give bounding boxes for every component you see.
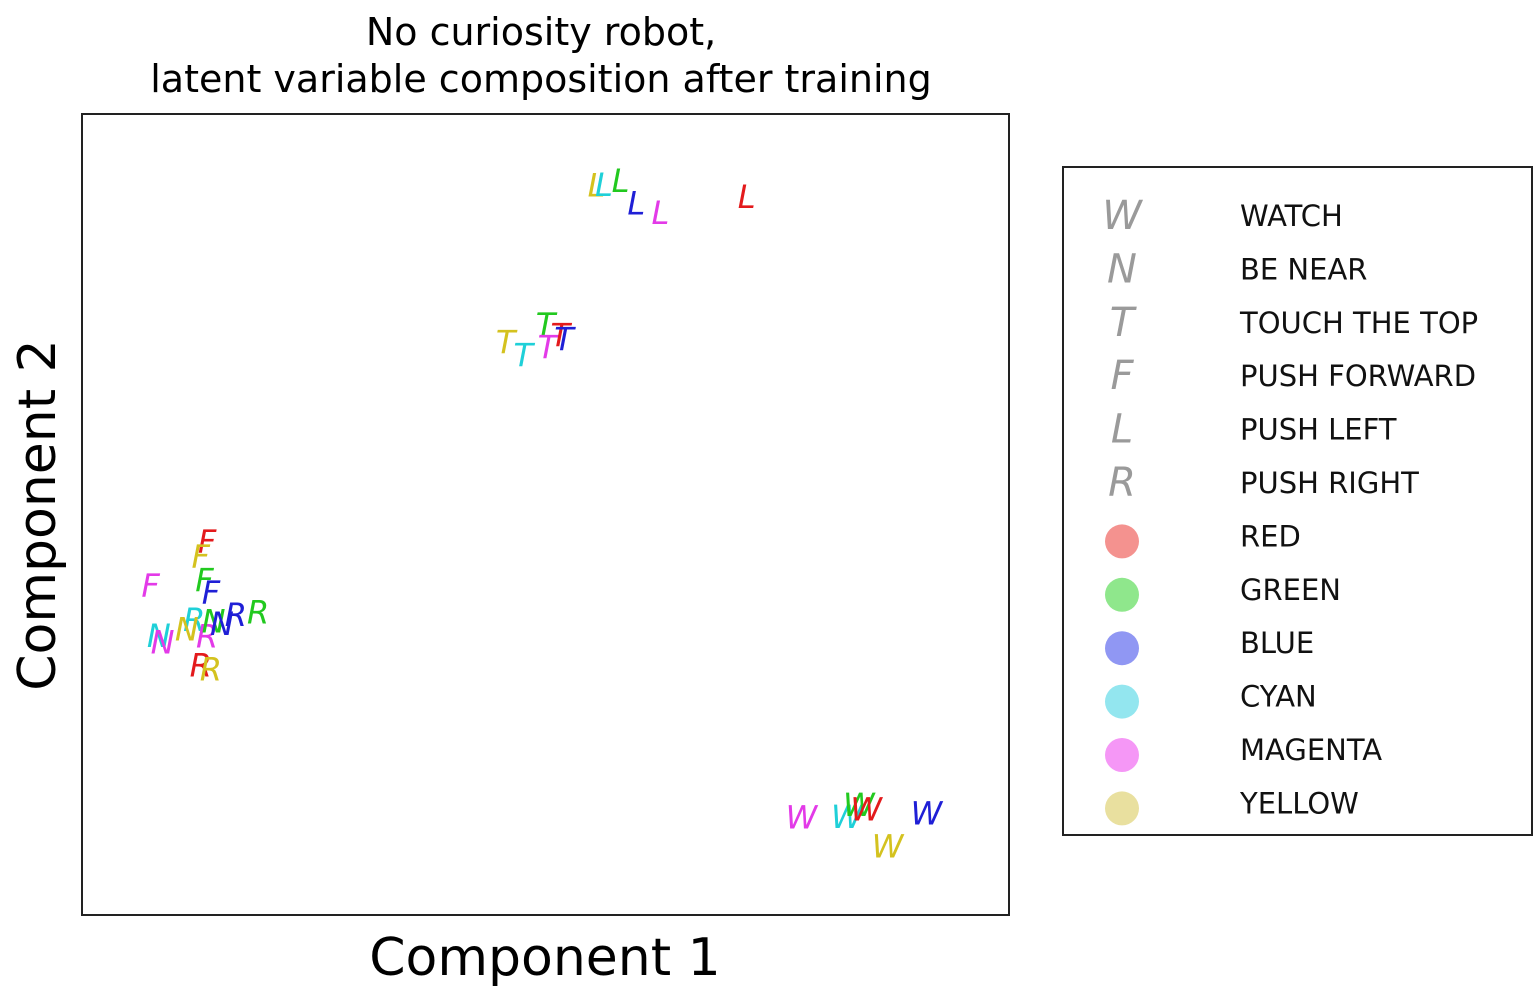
- point-W-red: W: [850, 791, 883, 829]
- legend-label-cyan: CYAN: [1240, 680, 1317, 714]
- point-T-green: T: [536, 306, 558, 344]
- legend-label-push-forward: PUSH FORWARD: [1240, 359, 1476, 393]
- point-R-yellow: R: [200, 651, 222, 689]
- legend-swatch-cyan: [1105, 684, 1139, 719]
- point-N-cyan: N: [147, 617, 171, 655]
- legend-symbol-n: N: [1107, 246, 1137, 292]
- point-F-yellow: F: [191, 538, 210, 576]
- point-W-yellow: W: [872, 828, 905, 866]
- legend-label-push-left: PUSH LEFT: [1240, 413, 1397, 447]
- legend-symbol-t: T: [1110, 300, 1138, 346]
- point-T-magenta: T: [538, 329, 560, 367]
- point-F-blue: F: [202, 574, 221, 612]
- point-L-red: L: [738, 178, 756, 216]
- point-L-blue: L: [627, 184, 645, 222]
- legend-label-watch: WATCH: [1240, 199, 1343, 233]
- point-L-yellow: L: [588, 167, 606, 205]
- legend-swatch-yellow: [1105, 791, 1139, 826]
- point-W-cyan: W: [831, 798, 864, 836]
- point-T-yellow: T: [496, 324, 518, 362]
- point-W-magenta: W: [786, 799, 819, 837]
- point-N-blue: N: [210, 605, 234, 643]
- point-T-blue: T: [554, 321, 576, 359]
- legend-label-push-right: PUSH RIGHT: [1240, 466, 1419, 500]
- chart-title-line-1: No curiosity robot,: [366, 10, 716, 54]
- legend-items: W WATCH N BE NEAR T TOUCH THE TOP F PUSH FORWAR…: [1102, 193, 1478, 826]
- point-N-magenta: N: [151, 623, 175, 661]
- point-T-cyan: T: [514, 337, 536, 375]
- legend-label-red: RED: [1240, 519, 1301, 553]
- point-L-cyan: L: [595, 166, 613, 204]
- legend-swatch-magenta: [1105, 738, 1139, 772]
- legend-symbol-r: R: [1108, 460, 1136, 506]
- legend-label-magenta: MAGENTA: [1240, 733, 1382, 767]
- point-R-red: R: [190, 647, 212, 685]
- legend: W WATCH N BE NEAR T TOUCH THE TOP F PUSH FORWAR…: [1062, 166, 1533, 836]
- legend-label-yellow: YELLOW: [1239, 786, 1359, 820]
- legend-symbol-w: W: [1102, 193, 1143, 239]
- legend-swatch-green: [1105, 577, 1139, 612]
- point-L-magenta: L: [651, 194, 669, 232]
- plot-area-frame: [81, 113, 1010, 916]
- point-N-yellow: N: [175, 610, 199, 648]
- point-R-cyan: R: [183, 601, 205, 639]
- legend-swatch-blue: [1105, 631, 1139, 666]
- point-R-blue: R: [225, 596, 247, 634]
- point-N-green: N: [202, 602, 226, 640]
- legend-label-green: GREEN: [1240, 573, 1341, 607]
- point-L-green: L: [612, 162, 630, 200]
- legend-symbol-f: F: [1110, 353, 1134, 399]
- x-axis-label: Component 1: [369, 928, 721, 988]
- legend-label-be-near: BE NEAR: [1240, 252, 1367, 286]
- point-R-green: R: [247, 594, 269, 632]
- legend-label-blue: BLUE: [1240, 626, 1314, 660]
- legend-swatch-red: [1105, 524, 1139, 559]
- point-W-green: W: [843, 786, 876, 824]
- point-F-magenta: F: [141, 566, 160, 604]
- legend-symbol-l: L: [1111, 407, 1133, 453]
- y-axis-label: Component 2: [8, 339, 68, 691]
- point-F-green: F: [195, 561, 214, 599]
- legend-frame: [1062, 166, 1533, 836]
- point-T-red: T: [551, 317, 573, 355]
- point-R-magenta: R: [196, 618, 218, 656]
- chart-title-line-2: latent variable composition after traini…: [150, 57, 932, 101]
- legend-label-touch-the-top: TOUCH THE TOP: [1239, 306, 1478, 340]
- point-F-red: F: [198, 522, 217, 560]
- point-W-blue: W: [911, 795, 944, 833]
